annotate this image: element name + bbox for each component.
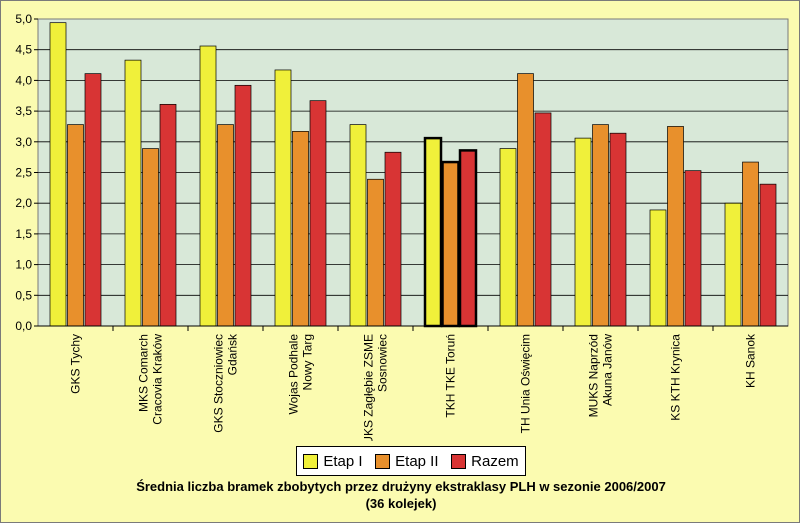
bar-razem [684,170,702,327]
y-tick-label: 2,5 [15,166,32,180]
bar-etap2 [367,178,384,327]
bar-razem [309,100,327,327]
x-tick-label: TKH TKE Toruń [444,334,458,418]
x-tick-label: UKS Zagłębie ZSME Sosnowiec [362,334,390,441]
bar-razem [458,149,478,328]
y-tick-label: 1,5 [15,227,32,241]
x-tick-label-line: TH Unia Oświęcim [519,334,533,433]
x-tick-label: Wojas Podhale Nowy Targ [287,334,315,415]
bar-etap1 [574,137,592,327]
legend-item-etap2: Etap II [375,452,439,470]
bar-etap2 [142,148,159,327]
y-tick-label: 4,0 [15,73,32,87]
x-tick-label: GKS Stoczniowiec Gdańsk [212,333,240,433]
caption-subtitle: (36 kolejek) [365,496,437,511]
bar-razem [534,112,552,327]
bar-razem [384,151,402,327]
x-tick-label-line: KS KTH Krynica [669,334,683,421]
bar-razem [84,73,102,327]
bar-etap2 [217,124,234,327]
legend-swatch-etap2 [375,453,391,469]
legend-swatch-razem [451,453,467,469]
x-tick-label-line: MUKS Naprzód [587,334,601,417]
x-tick-label-line: GKS Stoczniowiec [212,334,226,433]
x-tick-label: MKS Comarch Cracovia Kraków [137,334,165,425]
bar-etap1 [499,148,517,327]
legend-label-razem: Razem [471,452,519,470]
x-tick-label-line: Akuna Janów [601,334,615,406]
y-tick-label: 3,5 [15,104,32,118]
chart-caption: Średnia liczba bramek zbobytych przez dr… [1,478,800,512]
bar-razem [609,132,627,327]
bar-etap1 [274,69,292,327]
x-tick-label-line: Wojas Podhale [287,334,301,415]
bar-razem [759,183,777,327]
bar-etap1 [49,22,67,327]
bars [49,22,777,328]
bar-etap1 [724,202,742,327]
y-tick-label: 0,5 [15,288,32,302]
x-tick-label-line: TKH TKE Toruń [444,334,458,418]
legend-item-razem: Razem [451,453,519,470]
x-tick-label-line: Sosnowiec [376,334,390,392]
x-tick-label-line: GKS Tychy [69,334,83,394]
y-tick-label: 3,0 [15,135,32,149]
bar-etap2 [441,160,460,328]
bar-etap2 [667,126,684,327]
bar-razem [234,84,252,327]
bar-etap2 [292,131,309,327]
legend-label-etap1: Etap I [323,452,363,470]
bar-etap2 [517,73,534,327]
legend-label-etap2: Etap II [395,452,439,470]
bar-chart: 0,0 0,5 1,0 1,5 2,0 2,5 3,0 3,5 4,0 4,5 5,0 GKS Ty… [15,12,789,441]
y-axis-ticks: 0,0 0,5 1,0 1,5 2,0 2,5 3,0 3,5 4,0 4,5 5,0 [15,12,38,333]
y-tick-label: 4,5 [15,43,32,57]
x-tick-label-line: Nowy Targ [301,334,315,390]
x-tick-label: MUKS Naprzód Akuna Janów [587,334,615,418]
x-tick-label: KS KTH Krynica [669,334,683,421]
y-tick-label: 2,0 [15,196,32,210]
bar-etap1 [349,124,367,327]
x-tick-label: GKS Tychy [69,334,83,394]
bar-razem [159,103,177,327]
bar-etap2 [592,124,609,327]
x-tick-label-line: Cracovia Kraków [151,334,165,425]
x-tick-label-line: KH Sanok [744,333,758,388]
y-tick-label: 5,0 [15,12,32,26]
bar-etap2 [67,124,84,327]
legend: Etap I Etap II Razem [296,446,526,476]
x-tick-label-line: Gdańsk [226,333,240,375]
x-tick-label: TH Unia Oświęcim [519,334,533,433]
x-tick-label-line: MKS Comarch [137,334,151,412]
bar-etap1 [649,209,667,327]
x-axis-labels: GKS Tychy MKS Comarch Cracovia Kraków GKS S… [69,326,758,441]
bar-etap1 [423,136,443,328]
legend-item-etap1: Etap I [303,452,363,470]
bar-etap1 [124,59,142,327]
x-tick-label-line: UKS Zagłębie ZSME [362,334,376,441]
y-tick-label: 1,0 [15,258,32,272]
bar-etap1 [199,45,217,327]
x-tick-label: KH Sanok [744,333,758,388]
y-tick-label: 0,0 [15,319,32,333]
legend-swatch-etap1 [303,453,319,469]
bar-etap2 [742,161,759,327]
caption-title: Średnia liczba bramek zbobytych przez dr… [136,479,666,494]
